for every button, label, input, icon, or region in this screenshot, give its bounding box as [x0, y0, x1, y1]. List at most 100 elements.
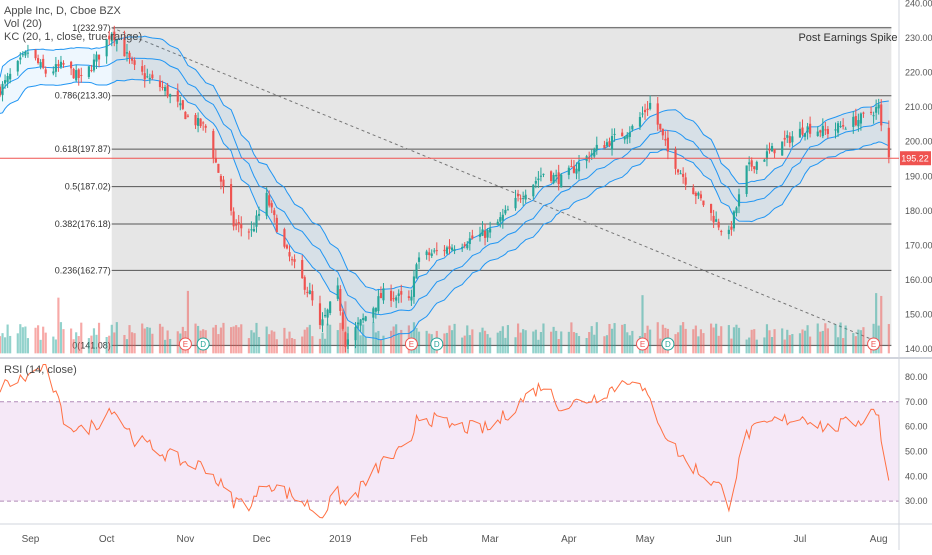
volume-bar [275, 339, 278, 354]
volume-bar [628, 335, 631, 354]
volume-bar [395, 324, 398, 354]
candle-body [115, 39, 118, 44]
candle-body [199, 118, 202, 127]
candle-body [356, 323, 360, 325]
volume-bar [257, 337, 261, 354]
candle-body [877, 104, 880, 109]
fib-level-label: 0.382(176.18) [55, 219, 111, 229]
candle-body [623, 136, 626, 140]
volume-bar [463, 335, 466, 354]
candle-body [285, 245, 289, 249]
volume-bar [311, 336, 314, 354]
volume-bar [478, 332, 482, 354]
volume-bar [9, 335, 12, 354]
volume-bar [6, 324, 9, 354]
volume-bar [806, 325, 809, 354]
candle-body [410, 296, 413, 301]
candle-body [821, 125, 824, 137]
candle-body [649, 102, 652, 109]
candle-body [26, 52, 30, 54]
volume-bar [400, 329, 403, 354]
keltner-legend: KC (20, 1, close, true range) [4, 31, 143, 43]
candle-body [570, 166, 573, 168]
candle-body [237, 221, 240, 225]
volume-bar [268, 334, 271, 354]
volume-bar [265, 326, 268, 354]
candle-body [377, 296, 380, 312]
candle-body [24, 51, 27, 56]
volume-bar [656, 322, 659, 354]
volume-bar [471, 329, 474, 354]
volume-bar [359, 335, 362, 354]
candle-body [737, 194, 741, 207]
volume-bar [801, 329, 804, 354]
volume-bar [661, 324, 664, 354]
volume-bar [52, 336, 55, 354]
volume-bar [748, 337, 751, 354]
candle-body [133, 60, 136, 65]
volume-bar [250, 330, 253, 354]
volume-bar [445, 332, 449, 354]
volume-bar [283, 327, 286, 354]
time-axis-tick-label: Aug [870, 534, 888, 545]
candle-body [1, 83, 4, 96]
volume-bar [273, 331, 276, 354]
volume-bar [80, 322, 83, 354]
event-marker-label: E [640, 340, 645, 349]
candle-body [232, 211, 235, 227]
volume-bar [219, 327, 223, 354]
candle-body [664, 139, 667, 141]
keltner-lower-line [0, 78, 890, 341]
volume-bar [450, 330, 454, 354]
candle-body [39, 62, 42, 67]
candle-body [577, 162, 581, 172]
volume-bar [516, 323, 520, 354]
candle-body [42, 58, 45, 68]
rsi-axis-tick-label: 70.00 [905, 397, 928, 407]
candle-body [445, 247, 449, 254]
candle-body [628, 132, 631, 137]
candle-body [834, 129, 837, 131]
candle-body [824, 129, 827, 131]
candle-body [77, 69, 80, 78]
candle-body [676, 169, 680, 173]
volume-bar [862, 327, 865, 354]
volume-bar [329, 324, 332, 354]
volume-bar [834, 324, 837, 354]
volume-bar [306, 327, 309, 354]
volume-bar [392, 326, 395, 354]
last-price-label: 195.22 [901, 154, 929, 164]
candle-body [113, 31, 116, 41]
volume-bar [577, 336, 581, 354]
volume-bar [95, 334, 98, 354]
fib-level-label: 0.618(197.87) [55, 144, 111, 154]
price-axis-tick-label: 210.00 [905, 102, 932, 112]
volume-bar [128, 325, 131, 354]
candle-body [781, 141, 784, 156]
volume-bar [737, 327, 741, 354]
candle-body [95, 54, 98, 62]
volume-bar [237, 327, 240, 354]
volume-bar [341, 322, 344, 354]
price-axis-tick-label: 170.00 [905, 240, 932, 250]
volume-bar [788, 335, 791, 354]
volume-bar [770, 337, 774, 354]
dividend-marker [661, 337, 675, 351]
candle-body [181, 100, 184, 109]
candle-body [610, 136, 614, 150]
volume-bar [821, 330, 824, 354]
volume-bar [750, 329, 753, 354]
candle-body [732, 211, 736, 229]
volume-bar [875, 293, 878, 354]
candle-body [854, 116, 857, 126]
volume-bar [146, 327, 149, 354]
earnings-marker [636, 337, 650, 351]
candle-body [765, 151, 769, 160]
volume-bar [809, 336, 812, 354]
candle-body [235, 224, 238, 226]
volume-bar [522, 329, 525, 354]
candle-body [809, 123, 812, 134]
earnings-marker [404, 337, 418, 351]
